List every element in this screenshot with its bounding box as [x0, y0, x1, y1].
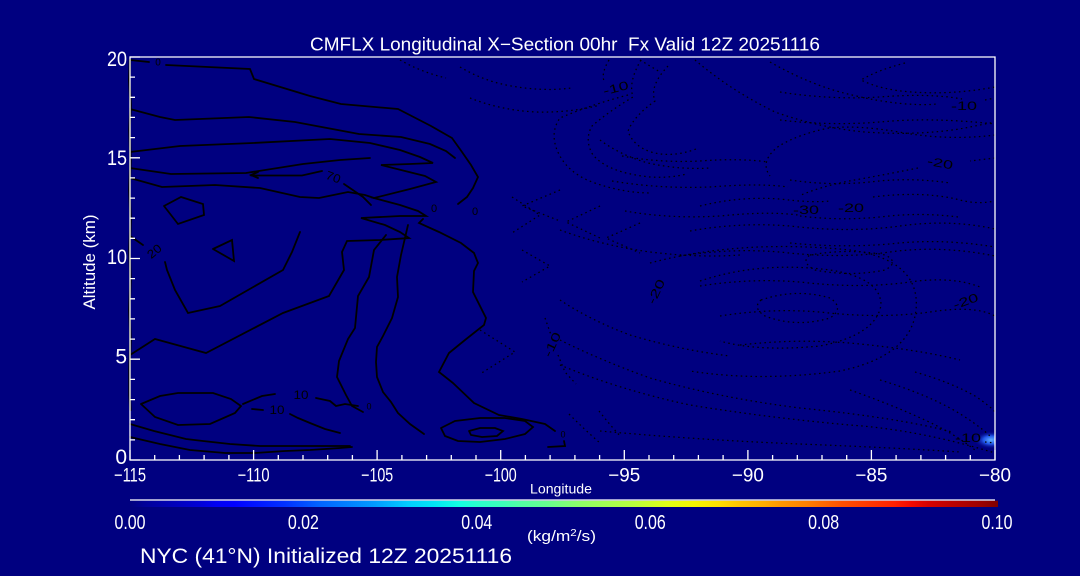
svg-text:0: 0	[155, 58, 161, 69]
svg-text:0.02: 0.02	[288, 512, 319, 534]
svg-text:15: 15	[107, 147, 127, 170]
svg-text:−105: −105	[361, 466, 393, 487]
svg-text:0.10: 0.10	[982, 512, 1013, 534]
svg-text:5: 5	[115, 345, 127, 368]
svg-text:0: 0	[366, 401, 371, 411]
svg-text:10: 10	[270, 403, 285, 417]
svg-text:-10: -10	[955, 431, 981, 445]
svg-text:0: 0	[115, 446, 127, 469]
svg-text:-10: -10	[601, 78, 630, 98]
svg-text:-10: -10	[951, 99, 977, 113]
svg-text:0: 0	[472, 206, 478, 218]
svg-text:0.06: 0.06	[635, 512, 666, 534]
svg-text:(kg/m2/s): (kg/m 2/s)	[527, 528, 596, 546]
svg-text:-20: -20	[926, 154, 955, 172]
svg-text:20: 20	[107, 48, 127, 71]
svg-text:−80: −80	[979, 466, 1011, 487]
svg-text:0: 0	[431, 203, 437, 215]
svg-text:−90: −90	[732, 466, 764, 487]
svg-text:-30: -30	[793, 203, 819, 217]
svg-text:−85: −85	[855, 466, 887, 487]
svg-text:0.00: 0.00	[115, 512, 146, 534]
svg-text:−95: −95	[608, 466, 640, 487]
svg-text:CMFLX Longitudinal X−Section 0: CMFLX Longitudinal X−Section 00hr Fx Val…	[310, 35, 820, 55]
svg-text:NYC (41°N) Initialized 12Z 202: NYC (41°N) Initialized 12Z 20251116	[140, 544, 512, 568]
svg-text:Longitude: Longitude	[530, 482, 592, 497]
svg-text:−100: −100	[485, 466, 517, 487]
svg-text:0: 0	[560, 429, 565, 439]
svg-text:10: 10	[294, 388, 309, 402]
svg-text:70: 70	[324, 168, 343, 186]
svg-text:Altitude (km): Altitude (km)	[81, 215, 99, 310]
svg-text:-20: -20	[838, 201, 864, 215]
svg-text:0.04: 0.04	[461, 512, 492, 534]
svg-text:10: 10	[107, 246, 127, 269]
svg-text:−110: −110	[238, 466, 270, 487]
svg-text:0.08: 0.08	[808, 512, 839, 534]
svg-text:−115: −115	[114, 466, 146, 487]
